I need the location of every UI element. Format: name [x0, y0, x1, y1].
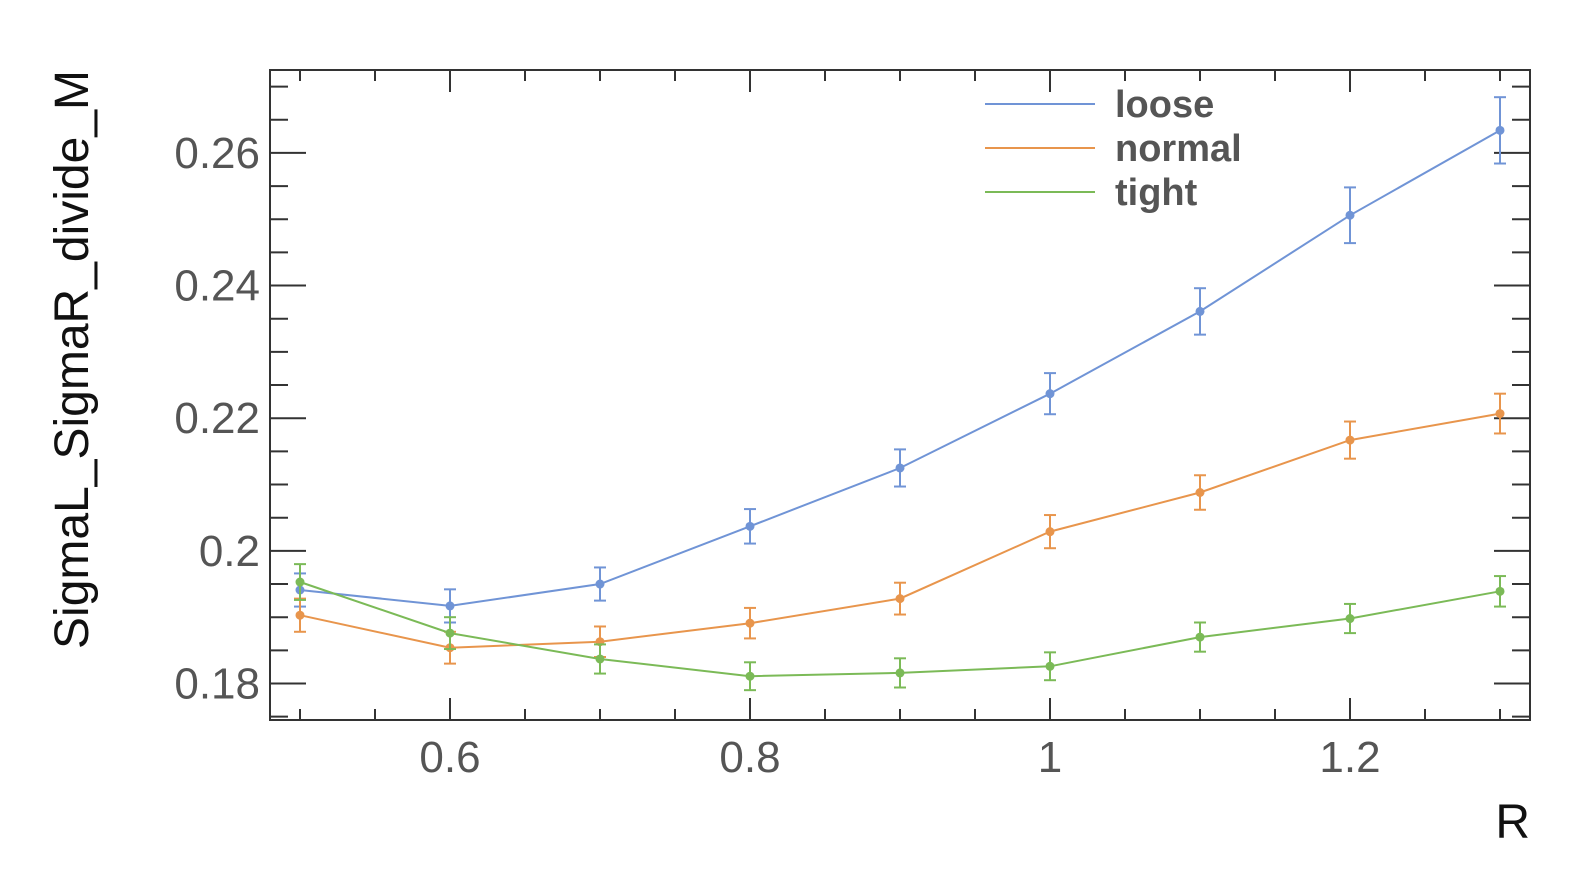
- data-point: [1495, 586, 1505, 596]
- x-axis-title: R: [1495, 796, 1530, 849]
- y-tick-label: 0.24: [174, 262, 260, 311]
- data-point: [445, 628, 455, 638]
- data-point: [1345, 210, 1355, 220]
- data-point: [1045, 661, 1055, 671]
- legend-label-loose: loose: [1115, 84, 1214, 126]
- data-point: [745, 671, 755, 681]
- y-axis-title: SigmaL_SigmaR_divide_M: [46, 70, 99, 649]
- data-point: [595, 654, 605, 664]
- series-loose: [294, 96, 1506, 624]
- series-tight: [294, 563, 1506, 692]
- x-tick-label: 1: [1038, 733, 1062, 782]
- series-group: [294, 96, 1506, 692]
- x-tick-label: 1.2: [1319, 733, 1380, 782]
- data-point: [745, 521, 755, 531]
- data-point: [1345, 435, 1355, 445]
- data-point: [1495, 409, 1505, 419]
- data-point: [1345, 614, 1355, 624]
- x-tick-label: 0.6: [419, 733, 480, 782]
- data-point: [895, 594, 905, 604]
- legend-label-tight: tight: [1115, 172, 1198, 214]
- x-tick-label: 0.8: [719, 733, 780, 782]
- data-point: [895, 668, 905, 678]
- data-point: [1195, 488, 1205, 497]
- data-point: [445, 601, 455, 611]
- y-tick-label: 0.2: [199, 527, 260, 576]
- data-point: [1045, 527, 1055, 537]
- data-point: [1195, 632, 1205, 642]
- data-point: [1045, 389, 1055, 399]
- data-point: [295, 610, 305, 620]
- y-tick-label: 0.22: [174, 394, 260, 443]
- data-point: [1195, 306, 1205, 316]
- data-point: [595, 579, 605, 589]
- y-tick-label: 0.18: [174, 660, 260, 709]
- data-point: [1495, 125, 1505, 135]
- data-point: [745, 618, 755, 628]
- series-line-loose: [299, 129, 1501, 607]
- plot-frame-border: [269, 69, 1531, 721]
- data-point: [895, 463, 905, 473]
- data-point: [295, 577, 305, 587]
- y-tick-label: 0.26: [174, 129, 260, 178]
- axis-ticks: 0.6 0.8 1 1.2 0.18 0.2 0.22 0.24 0.26: [174, 70, 1530, 782]
- series-normal: [294, 392, 1506, 665]
- legend-label-normal: normal: [1115, 128, 1242, 170]
- plot-frame: [269, 69, 1531, 721]
